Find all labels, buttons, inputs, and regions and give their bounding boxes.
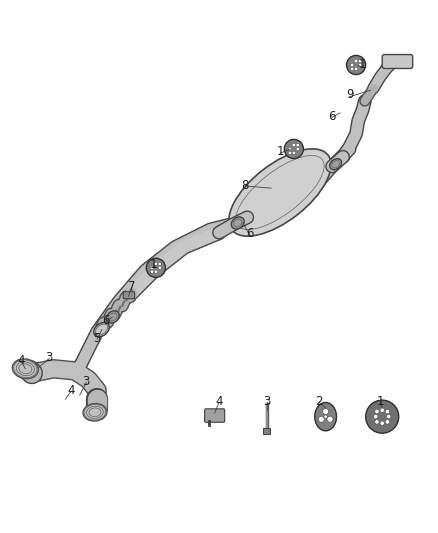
- Text: 7: 7: [128, 280, 136, 293]
- Circle shape: [350, 67, 354, 71]
- Circle shape: [387, 415, 391, 419]
- Circle shape: [350, 63, 354, 67]
- Circle shape: [288, 147, 292, 151]
- Circle shape: [385, 419, 390, 424]
- Text: 3: 3: [83, 375, 90, 389]
- Text: 6: 6: [246, 228, 253, 240]
- Text: 6: 6: [102, 314, 110, 327]
- Circle shape: [346, 55, 366, 75]
- Circle shape: [380, 408, 385, 413]
- Ellipse shape: [231, 217, 244, 229]
- Ellipse shape: [330, 159, 342, 169]
- Text: 5: 5: [93, 332, 101, 345]
- Bar: [263, 427, 270, 434]
- Circle shape: [292, 151, 296, 155]
- Circle shape: [358, 63, 362, 67]
- Ellipse shape: [94, 322, 110, 337]
- Circle shape: [380, 421, 385, 425]
- Circle shape: [354, 59, 358, 63]
- Text: 4: 4: [215, 395, 223, 408]
- Ellipse shape: [12, 359, 38, 378]
- Circle shape: [150, 266, 154, 270]
- Circle shape: [292, 143, 296, 147]
- Text: 8: 8: [241, 180, 249, 192]
- Circle shape: [322, 408, 328, 415]
- Circle shape: [154, 262, 158, 265]
- Text: 4: 4: [17, 353, 25, 367]
- Circle shape: [150, 270, 154, 273]
- Ellipse shape: [106, 311, 119, 323]
- Circle shape: [385, 409, 390, 414]
- Circle shape: [324, 415, 327, 418]
- Text: 1: 1: [276, 144, 284, 158]
- Circle shape: [327, 416, 333, 422]
- Circle shape: [288, 151, 292, 155]
- Circle shape: [375, 419, 379, 424]
- Text: 1: 1: [359, 58, 366, 70]
- Circle shape: [354, 67, 358, 71]
- Text: 3: 3: [46, 351, 53, 365]
- Text: 2: 2: [315, 395, 323, 408]
- Ellipse shape: [95, 324, 108, 335]
- Circle shape: [158, 262, 162, 265]
- Circle shape: [146, 258, 166, 277]
- Circle shape: [375, 409, 379, 414]
- Circle shape: [374, 415, 378, 419]
- Circle shape: [296, 143, 300, 147]
- Circle shape: [296, 147, 300, 151]
- Circle shape: [154, 270, 158, 273]
- FancyBboxPatch shape: [382, 54, 413, 68]
- Circle shape: [158, 266, 162, 270]
- Ellipse shape: [229, 149, 331, 236]
- Ellipse shape: [315, 402, 336, 431]
- Text: 1: 1: [376, 395, 384, 408]
- Circle shape: [358, 59, 362, 63]
- Circle shape: [284, 140, 304, 158]
- Text: 4: 4: [67, 384, 75, 397]
- Ellipse shape: [83, 403, 107, 421]
- Circle shape: [366, 400, 399, 433]
- Text: 6: 6: [328, 110, 336, 123]
- Text: 1: 1: [150, 258, 158, 271]
- Text: 3: 3: [263, 395, 271, 408]
- FancyBboxPatch shape: [123, 292, 134, 298]
- FancyBboxPatch shape: [205, 409, 225, 422]
- Text: 9: 9: [346, 88, 353, 101]
- Circle shape: [318, 416, 324, 422]
